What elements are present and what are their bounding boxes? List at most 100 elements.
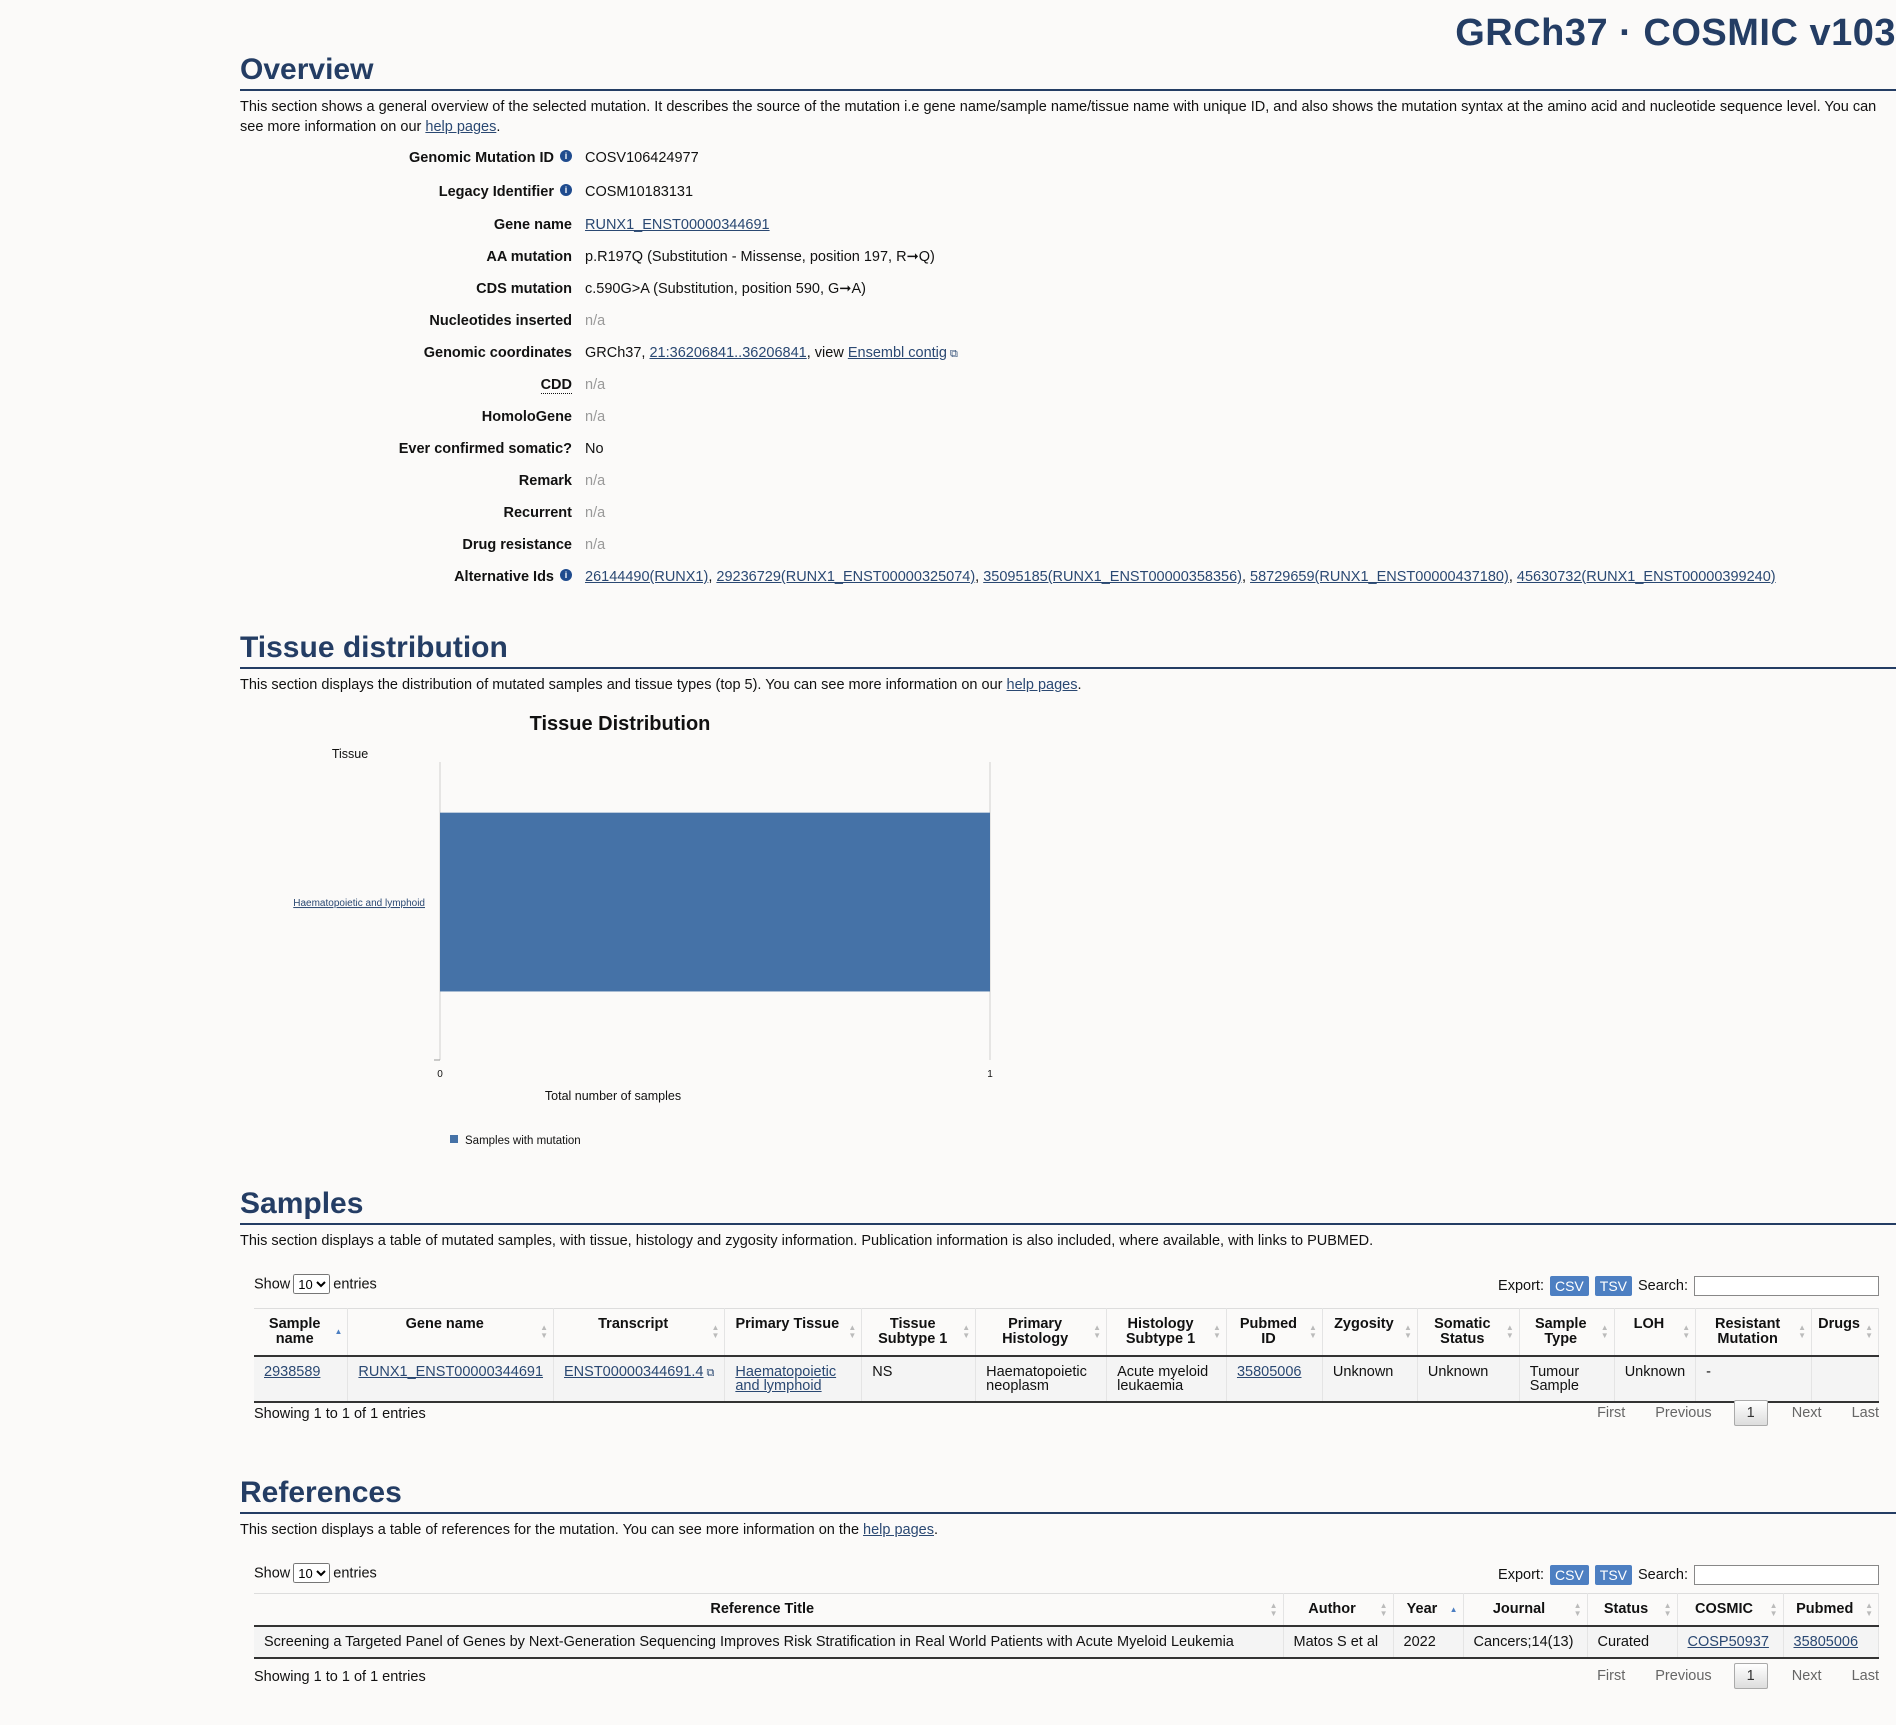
- column-header-sample-name[interactable]: Sample name ▲: [254, 1308, 349, 1357]
- pubmed-link[interactable]: 35805006: [1236, 1364, 1302, 1380]
- pager-first[interactable]: First: [1597, 1668, 1626, 1684]
- references-length-control: Show 10 entries: [254, 1563, 377, 1583]
- alternative-id-link[interactable]: 35095185(RUNX1_ENST00000358356): [983, 569, 1242, 585]
- field-alternative-ids: Alternative Ids i 26144490(RUNX1), 292367…: [454, 569, 1776, 585]
- overview-heading: Overview: [240, 52, 1896, 91]
- references-pagination: First Previous 1 Next Last: [1567, 1663, 1879, 1689]
- cosmic-study-link[interactable]: COSP50937: [1687, 1634, 1769, 1650]
- chart-bar: [440, 812, 990, 992]
- gene-name-link[interactable]: RUNX1_ENST00000344691: [585, 217, 770, 233]
- references-tsv-button[interactable]: TSV: [1594, 1565, 1633, 1585]
- sample-name-link[interactable]: 2938589: [264, 1364, 321, 1380]
- column-header-loh[interactable]: LOH ▲ ▼: [1614, 1308, 1697, 1357]
- primary-tissue-link[interactable]: Haematopoietic and lymphoid: [735, 1364, 837, 1394]
- samples-export-bar: Export: CSV TSV Search:: [1498, 1276, 1879, 1296]
- pager-previous[interactable]: Previous: [1655, 1405, 1712, 1421]
- ensembl-contig-link[interactable]: Ensembl contig: [847, 345, 947, 361]
- samples-csv-button[interactable]: CSV: [1549, 1276, 1589, 1296]
- column-header-year[interactable]: Year ▲: [1393, 1593, 1464, 1627]
- column-header-drugs[interactable]: Drugs ▲ ▼: [1811, 1308, 1879, 1357]
- column-header-zygosity[interactable]: Zygosity ▲ ▼: [1322, 1308, 1418, 1357]
- column-header-reference-title[interactable]: Reference Title ▲ ▼: [254, 1593, 1284, 1627]
- references-help-link[interactable]: help pages: [863, 1522, 934, 1538]
- column-header-primary-tissue[interactable]: Primary Tissue ▲ ▼: [724, 1308, 863, 1357]
- info-icon[interactable]: i: [560, 150, 572, 162]
- field-genomic-coordinates: Genomic coordinates GRCh37, 21:36206841.…: [423, 345, 958, 361]
- transcript-link[interactable]: ENST00000344691.4: [564, 1364, 704, 1380]
- column-header-pubmed-id[interactable]: Pubmed ID ▲ ▼: [1226, 1308, 1323, 1357]
- field-nucleotides-inserted: Nucleotides inserted n/a: [429, 313, 606, 329]
- sort-icon: ▲ ▼: [1663, 1600, 1672, 1618]
- chart-x-tick-label: 0: [437, 1069, 443, 1080]
- references-page-size-select[interactable]: 10: [293, 1563, 331, 1583]
- alternative-ids-list: 26144490(RUNX1), 29236729(RUNX1_ENST0000…: [585, 569, 1776, 585]
- samples-length-control: Show 10 entries: [254, 1274, 377, 1294]
- field-gene-name: Gene name RUNX1_ENST00000344691: [493, 217, 770, 233]
- alternative-id-link[interactable]: 29236729(RUNX1_ENST00000325074): [716, 569, 976, 585]
- pager-last[interactable]: Last: [1851, 1668, 1879, 1684]
- column-header-pubmed[interactable]: Pubmed ▲ ▼: [1783, 1593, 1879, 1627]
- samples-description: This section displays a table of mutated…: [240, 1233, 1374, 1249]
- samples-tsv-button[interactable]: TSV: [1594, 1276, 1633, 1296]
- gene-name-link[interactable]: RUNX1_ENST00000344691: [358, 1364, 544, 1380]
- column-header-primary-histology[interactable]: Primary Histology ▲ ▼: [975, 1308, 1108, 1357]
- tissue-help-link[interactable]: help pages: [1006, 677, 1078, 693]
- sort-icon: ▲ ▼: [1269, 1600, 1278, 1618]
- field-cdd: CDD n/a: [540, 377, 606, 394]
- coordinates-link[interactable]: 21:36206841..36206841: [649, 345, 807, 361]
- chart-category-label[interactable]: Haematopoietic and lymphoid: [293, 898, 425, 909]
- tissue-section: Tissue distribution This section display…: [240, 630, 1896, 695]
- alternative-id-link[interactable]: 26144490(RUNX1): [585, 569, 709, 585]
- field-aa-mutation: AA mutation p.R197Q (Substitution - Miss…: [486, 249, 935, 265]
- info-icon[interactable]: i: [560, 569, 572, 581]
- field-genomic-mutation-id: Genomic Mutation ID i COSV106424977: [409, 150, 699, 166]
- column-header-somatic-status[interactable]: Somatic Status ▲ ▼: [1417, 1308, 1520, 1357]
- reference-pubmed-link[interactable]: 35805006: [1793, 1634, 1859, 1650]
- info-icon[interactable]: i: [560, 184, 572, 196]
- chart-title: Tissue Distribution: [530, 713, 711, 735]
- pager-next[interactable]: Next: [1791, 1668, 1822, 1684]
- samples-search-input[interactable]: [1694, 1276, 1879, 1296]
- pager-last[interactable]: Last: [1851, 1405, 1879, 1421]
- chart-legend-label: Samples with mutation: [465, 1135, 581, 1147]
- overview-help-link[interactable]: help pages: [425, 119, 497, 135]
- site-brand: GRCh37 · COSMIC v103: [1455, 12, 1896, 54]
- pager-current[interactable]: 1: [1733, 1663, 1768, 1689]
- field-drug-resistance: Drug resistance n/a: [462, 537, 606, 553]
- column-header-status[interactable]: Status ▲ ▼: [1587, 1593, 1678, 1627]
- overview-section: Overview This section shows a general ov…: [240, 52, 1896, 137]
- alternative-id-link[interactable]: 45630732(RUNX1_ENST00000399240): [1516, 569, 1776, 585]
- column-header-tissue-subtype-1[interactable]: Tissue Subtype 1 ▲ ▼: [861, 1308, 977, 1357]
- pager-next[interactable]: Next: [1791, 1405, 1822, 1421]
- references-search-input[interactable]: [1694, 1565, 1879, 1585]
- chart-y-axis-label: Tissue: [332, 747, 368, 761]
- column-header-journal[interactable]: Journal ▲ ▼: [1463, 1593, 1588, 1627]
- pager-first[interactable]: First: [1597, 1405, 1626, 1421]
- sort-icon: ▲ ▼: [1573, 1600, 1582, 1618]
- column-header-transcript[interactable]: Transcript ▲ ▼: [553, 1308, 726, 1357]
- column-header-resistant-mutation[interactable]: Resistant Mutation ▲ ▼: [1695, 1308, 1813, 1357]
- chart-x-tick-label: 1: [987, 1069, 993, 1080]
- table-row: 2938589 RUNX1_ENST00000344691 ENST000003…: [254, 1356, 1879, 1403]
- references-csv-button[interactable]: CSV: [1549, 1565, 1589, 1585]
- column-header-author[interactable]: Author ▲ ▼: [1283, 1593, 1394, 1627]
- column-header-cosmic[interactable]: COSMIC ▲ ▼: [1677, 1593, 1784, 1627]
- sort-icon: ▲ ▼: [540, 1323, 549, 1340]
- field-legacy-identifier: Legacy Identifier i COSM10183131: [438, 184, 694, 200]
- sort-icon: ▲: [1449, 1604, 1458, 1614]
- pager-previous[interactable]: Previous: [1655, 1668, 1712, 1684]
- sort-icon: ▲ ▼: [711, 1323, 720, 1340]
- sort-icon: ▲ ▼: [962, 1323, 971, 1340]
- samples-page-size-select[interactable]: 10: [293, 1274, 331, 1294]
- column-header-sample-type[interactable]: Sample Type ▲ ▼: [1519, 1308, 1615, 1357]
- column-header-gene-name[interactable]: Gene name ▲ ▼: [347, 1308, 555, 1357]
- references-heading: References: [240, 1475, 1896, 1514]
- pager-current[interactable]: 1: [1733, 1400, 1768, 1426]
- sort-icon: ▲ ▼: [1505, 1323, 1514, 1340]
- column-header-histology-subtype-1[interactable]: Histology Subtype 1 ▲ ▼: [1106, 1308, 1227, 1357]
- sort-icon: ▲ ▼: [848, 1323, 857, 1340]
- alternative-id-link[interactable]: 58729659(RUNX1_ENST00000437180): [1250, 569, 1509, 585]
- sort-icon: ▲ ▼: [1798, 1323, 1807, 1340]
- chart-legend-swatch: [450, 1135, 458, 1143]
- tissue-distribution-chart: Tissue Distribution Tissue 0 1 Haematopoieti…: [293, 713, 993, 1147]
